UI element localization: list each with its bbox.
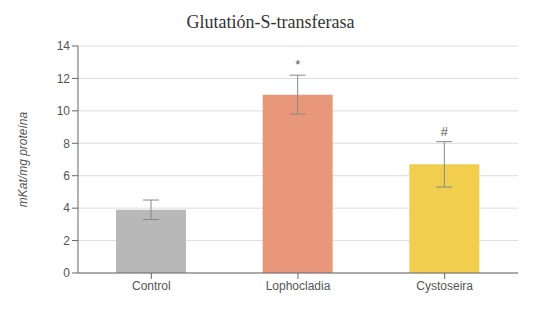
svg-text:12: 12 <box>57 72 71 86</box>
svg-text:0: 0 <box>63 266 70 280</box>
svg-text:2: 2 <box>63 234 70 248</box>
svg-text:mKat/mg proteína: mKat/mg proteína <box>16 111 30 207</box>
svg-text:Cystoseira: Cystoseira <box>416 279 473 293</box>
svg-text:8: 8 <box>63 137 70 151</box>
html-text:Glutatión-S-transferasa: Glutatión-S-transferasa <box>186 12 355 32</box>
svg-text:10: 10 <box>57 104 71 118</box>
svg-text:4: 4 <box>63 201 70 215</box>
svg-text:*: * <box>295 57 300 72</box>
svg-text:Control: Control <box>132 279 171 293</box>
svg-text:Lophocladia: Lophocladia <box>266 279 331 293</box>
svg-text:6: 6 <box>63 169 70 183</box>
svg-text:#: # <box>441 124 449 139</box>
svg-text:14: 14 <box>57 39 71 53</box>
